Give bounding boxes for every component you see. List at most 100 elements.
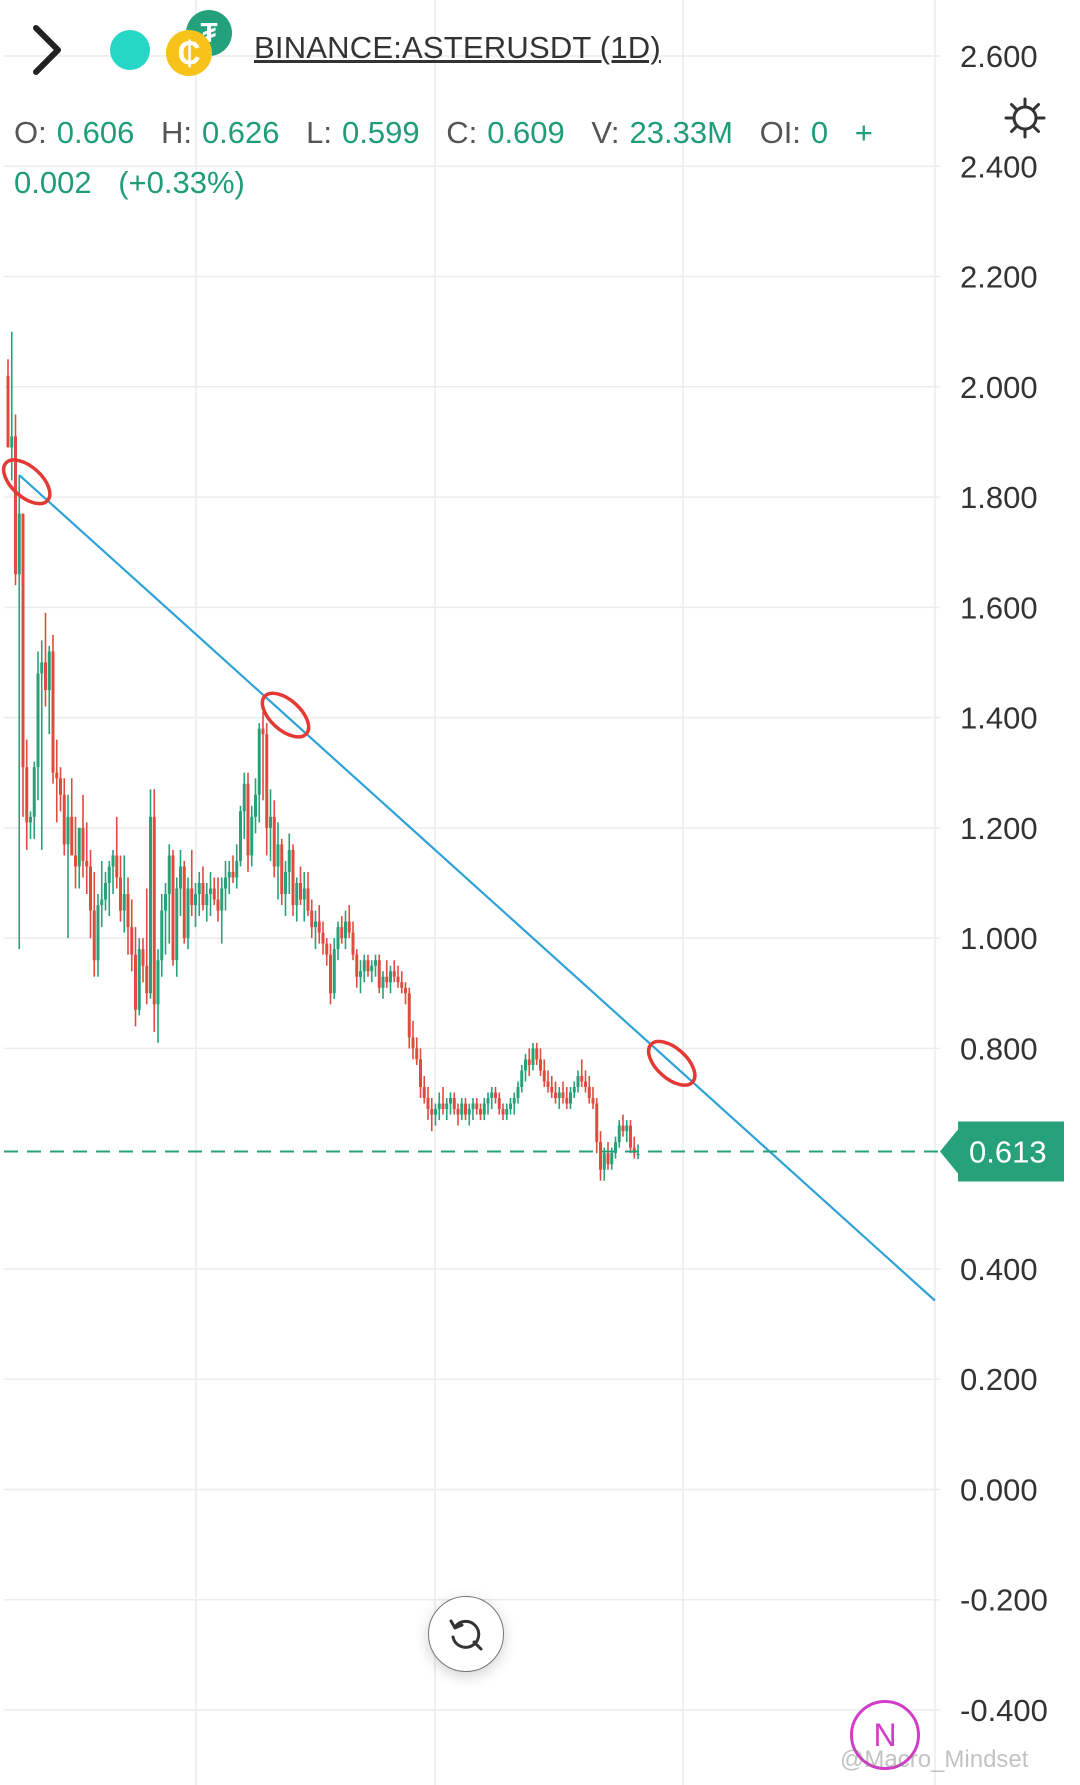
candle-body	[471, 1103, 475, 1110]
candle-body	[587, 1086, 591, 1099]
candle-body	[411, 1037, 415, 1049]
candle-body	[636, 1153, 640, 1156]
candle-body	[347, 921, 351, 933]
candle-body	[122, 894, 126, 911]
price-tick-label: 1.800	[960, 480, 1038, 515]
open-value: 0.606	[56, 115, 135, 150]
candle-body	[445, 1103, 449, 1110]
candle-body	[156, 960, 160, 1005]
status-dot-icon	[110, 30, 150, 70]
candle-body	[141, 949, 145, 966]
candle-body	[287, 849, 291, 872]
candle-body	[632, 1147, 636, 1154]
open-label: O:	[14, 115, 47, 150]
candle-body	[55, 772, 59, 779]
candle-body	[171, 855, 175, 961]
candle-body	[149, 816, 152, 994]
price-tick-label: 0.000	[960, 1472, 1038, 1507]
candle-body	[179, 866, 182, 889]
candle-body	[130, 927, 134, 955]
change-percent: (+0.33%)	[118, 165, 245, 200]
candle-body	[81, 827, 85, 861]
candle-body	[344, 921, 347, 939]
symbol-title[interactable]: BINANCE:ASTERUSDT (1D)	[254, 30, 661, 65]
candle-body	[239, 811, 242, 861]
price-tick-label: 1.600	[960, 590, 1038, 625]
close-value: 0.609	[487, 115, 565, 150]
candle-body	[137, 949, 141, 1010]
candle-body	[257, 728, 261, 795]
current-price-tag-pointer	[940, 1129, 958, 1174]
candle-body	[505, 1109, 509, 1115]
candle-body	[591, 1098, 595, 1104]
ohlc-legend: O: 0.606 H: 0.626 L: 0.599 C: 0.609 V: 23.33M…	[14, 108, 924, 208]
candle-body	[145, 965, 149, 994]
candle-body	[231, 871, 235, 878]
candle-body	[201, 883, 205, 906]
price-tick-label: 1.200	[960, 811, 1038, 846]
candle-body	[370, 965, 374, 972]
candle-body	[235, 860, 239, 878]
candle-body	[265, 734, 269, 828]
candle-body	[467, 1109, 471, 1115]
candle-body	[539, 1059, 542, 1071]
candle-body	[314, 921, 317, 928]
watermark: @Macro_Mindset	[840, 1746, 1029, 1773]
candle-body	[29, 816, 32, 823]
candle-body	[104, 883, 107, 900]
candle-body	[535, 1048, 539, 1060]
candle-body	[276, 844, 280, 867]
price-axis[interactable]: 2.600 2.400 2.200 2.000 1.800 1.600 1.400 1.200…	[940, 39, 1064, 1728]
candle-body	[85, 860, 89, 867]
candle-body	[351, 932, 355, 955]
candle-body	[224, 877, 227, 889]
reset-view-button[interactable]	[428, 1596, 504, 1672]
candle-body	[392, 971, 396, 977]
candle-body	[40, 662, 44, 674]
candle-body	[77, 827, 81, 867]
candle-body	[569, 1092, 572, 1104]
candle-body	[21, 513, 25, 768]
candle-body	[134, 954, 137, 1010]
candle-body	[396, 976, 400, 983]
volume-value: 23.33M	[629, 115, 733, 150]
high-label: H:	[160, 115, 192, 150]
candle-body	[299, 883, 302, 900]
candle-body	[261, 728, 265, 735]
price-tick-label: 2.200	[960, 260, 1038, 295]
candle-body	[306, 888, 310, 911]
candle-body	[400, 982, 404, 988]
gear-icon[interactable]	[1003, 96, 1047, 140]
candle-body	[434, 1109, 437, 1115]
candle-body	[329, 954, 332, 994]
candle-body	[426, 1098, 430, 1110]
change-value: + 0.002	[14, 115, 873, 200]
candle-body	[419, 1059, 422, 1087]
candle-body	[186, 888, 190, 939]
reset-view-icon	[449, 1619, 483, 1651]
candle-body	[610, 1153, 614, 1165]
candle-body	[100, 899, 104, 906]
candle-body	[599, 1142, 602, 1170]
candle-body	[182, 866, 186, 939]
chart-header: ₮ ₵ BINANCE:ASTERUSDT (1D) O: 0.606 H: 0.6…	[0, 0, 940, 200]
highlight-ellipse	[1, 458, 52, 506]
candle-body	[415, 1048, 419, 1060]
candle-body	[527, 1059, 531, 1065]
current-price-tag	[958, 1121, 1064, 1182]
n-badge[interactable]: N	[850, 1700, 920, 1770]
candle-body	[6, 375, 10, 448]
candle-body	[456, 1109, 460, 1115]
candle-body	[374, 960, 377, 966]
candle-body	[227, 871, 231, 878]
chevron-right-icon[interactable]	[28, 22, 68, 78]
candle-body	[115, 855, 119, 878]
candle-body	[216, 899, 220, 911]
candle-body	[520, 1070, 524, 1087]
candle-body	[572, 1086, 576, 1093]
drawings	[1, 458, 940, 1302]
candle-body	[190, 888, 194, 906]
candle-body	[126, 894, 130, 928]
candle-body	[254, 794, 257, 817]
